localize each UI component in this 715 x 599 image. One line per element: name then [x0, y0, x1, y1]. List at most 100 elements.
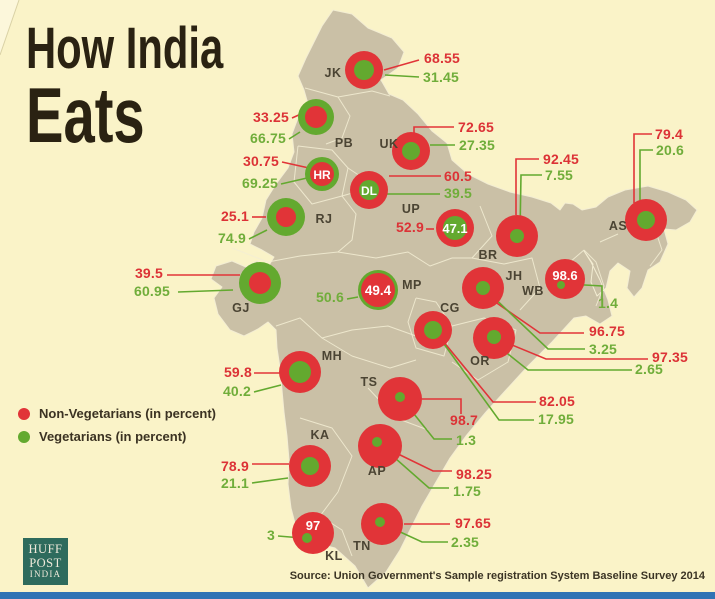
value-nonveg-tn: 97.65	[455, 515, 491, 531]
bubble-value-text-wb: 98.6	[552, 268, 577, 283]
value-nonveg-cg: 82.05	[539, 393, 575, 409]
bubble-inner-gj	[249, 272, 271, 294]
value-veg-rj: 74.9	[218, 230, 246, 246]
title-line-2: Eats	[26, 71, 145, 159]
connector-nonveg-jk	[383, 59, 420, 71]
bubble-outer-kl	[292, 512, 334, 554]
page-title: How India Eats	[26, 16, 300, 159]
value-nonveg-dl: 60.5	[444, 168, 472, 184]
value-veg-br: 7.55	[545, 167, 573, 183]
value-nonveg-uk: 72.65	[458, 119, 494, 135]
corner-fold-edge	[0, 0, 20, 56]
bubble-inner-uk	[402, 142, 420, 160]
value-nonveg-pb: 33.25	[253, 109, 289, 125]
state-label-jk: JK	[325, 66, 342, 80]
state-label-or: OR	[470, 354, 490, 368]
bubble-value-text-kl: 97	[306, 518, 320, 533]
bubble-inner-mh	[289, 361, 311, 383]
state-label-ts: TS	[361, 375, 378, 389]
bottom-bar	[0, 592, 715, 599]
legend-label-veg: Vegetarians (in percent)	[39, 429, 187, 444]
state-border	[583, 249, 605, 307]
state-border	[304, 87, 391, 98]
logo-line-post: POST	[29, 555, 62, 570]
connector-veg-pb	[288, 131, 301, 140]
state-label-uk: UK	[379, 137, 398, 151]
value-nonveg-ap: 98.25	[456, 466, 492, 482]
bubble-dot-ap	[372, 437, 382, 447]
value-nonveg-ts: 98.7	[450, 412, 478, 428]
state-label-tn: TN	[353, 539, 371, 553]
bubble-value-text-hr: HR	[313, 168, 331, 182]
value-nonveg-jk: 68.55	[424, 50, 460, 66]
value-veg-wb: 1.4	[598, 295, 618, 311]
state-label-gj: GJ	[232, 301, 250, 315]
value-veg-hr: 69.25	[242, 175, 278, 191]
bubble-inner-mp	[361, 273, 395, 307]
legend: Non-Vegetarians (in percent) Vegetarians …	[18, 402, 216, 448]
state-border	[471, 257, 541, 311]
state-label-up: UP	[402, 202, 420, 216]
state-label-wb: WB	[522, 284, 544, 298]
connector-nonveg-as	[633, 133, 652, 203]
state-label-br: BR	[478, 248, 497, 262]
value-veg-ap: 1.75	[453, 483, 481, 499]
value-veg-mp: 50.6	[316, 289, 344, 305]
bubble-dot-or	[487, 330, 501, 344]
bubble-inner-hr	[310, 162, 334, 186]
value-nonveg-as: 79.4	[655, 126, 683, 142]
value-veg-jh: 3.25	[589, 341, 617, 357]
bubble-inner-as	[637, 211, 655, 229]
bubble-dot-ts	[395, 392, 405, 402]
bubble-value-text-dl: DL	[361, 184, 377, 198]
connector-nonveg-or	[499, 339, 648, 360]
state-label-cg: CG	[440, 301, 460, 315]
state-border	[337, 195, 357, 253]
state-label-pb: PB	[335, 136, 353, 150]
bubble-dot-kl	[302, 533, 312, 543]
state-border	[299, 417, 353, 517]
connector-veg-rj	[248, 229, 268, 240]
connector-veg-ka	[251, 477, 289, 484]
state-label-ap: AP	[368, 464, 386, 478]
connector-veg-jh	[486, 290, 585, 350]
state-label-mh: MH	[322, 349, 342, 363]
value-veg-pb: 66.75	[250, 130, 286, 146]
state-border	[452, 205, 493, 259]
bubble-inner-dl	[359, 180, 379, 200]
value-veg-tn: 2.35	[451, 534, 479, 550]
state-border	[321, 337, 417, 369]
legend-label-nonveg: Non-Vegetarians (in percent)	[39, 406, 216, 421]
value-nonveg-rj: 25.1	[221, 208, 249, 224]
value-nonveg-ka: 78.9	[221, 458, 249, 474]
value-veg-mh: 40.2	[223, 383, 251, 399]
state-label-mp: MP	[402, 278, 422, 292]
value-nonveg-gj: 39.5	[135, 265, 163, 281]
state-border	[325, 96, 351, 145]
bubble-value-text-up: 47.1	[442, 221, 467, 236]
connector-nonveg-cg	[437, 334, 536, 403]
value-nonveg-br: 92.45	[543, 151, 579, 167]
bubble-dot-wb	[557, 281, 565, 289]
bubble-dot-tn	[375, 517, 385, 527]
bubble-outer-wb	[545, 259, 585, 299]
value-veg-kl: 3	[267, 527, 275, 543]
value-veg-cg: 17.95	[538, 411, 574, 427]
title-line-1: How India	[26, 16, 224, 81]
bubble-inner-rj	[276, 207, 296, 227]
bubble-dot-br	[510, 229, 524, 243]
logo-line-india: INDIA	[29, 569, 62, 580]
value-veg-ts: 1.3	[456, 432, 476, 448]
source-text: Source: Union Government's Sample regist…	[289, 570, 705, 582]
connector-nonveg-hr	[281, 161, 310, 169]
state-border	[599, 233, 619, 243]
connector-veg-cg	[435, 332, 534, 421]
state-border	[231, 247, 339, 263]
value-nonveg-mh: 59.8	[224, 364, 252, 380]
connector-veg-hr	[280, 177, 308, 185]
state-border	[337, 251, 453, 267]
value-nonveg-up: 52.9	[396, 219, 424, 235]
bubble-inner-ka	[301, 457, 319, 475]
